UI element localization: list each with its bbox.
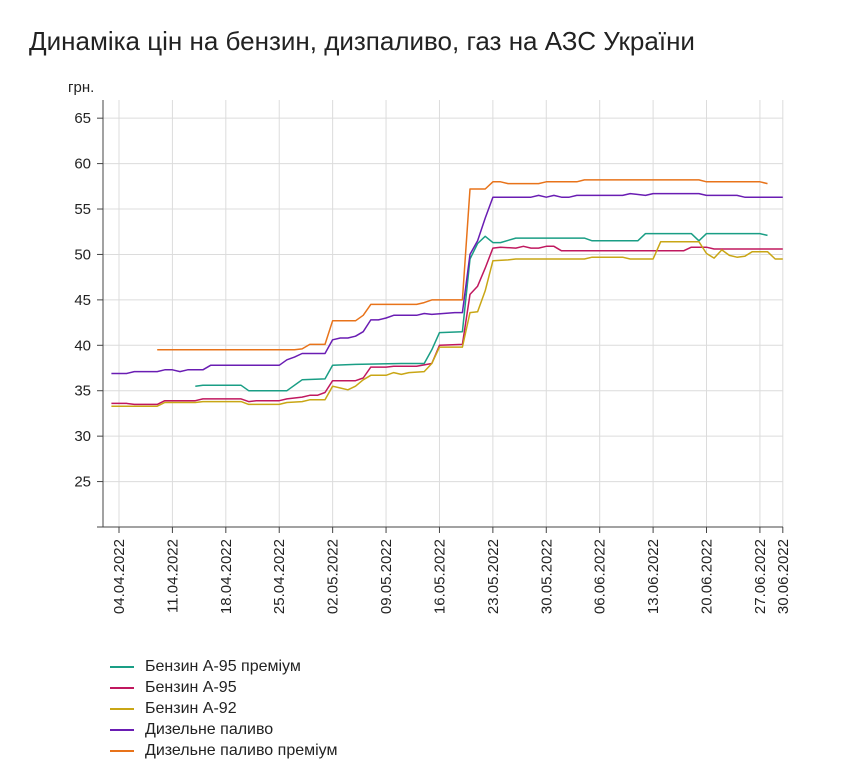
series-line-3 — [111, 240, 783, 407]
legend-swatch — [110, 686, 134, 689]
series-lines — [111, 179, 783, 407]
series-line-4 — [111, 192, 783, 375]
grid-lines — [103, 100, 784, 527]
legend-swatch — [110, 749, 134, 752]
legend-label: Бензин А-92 — [145, 699, 237, 717]
x-tick-label: 30.05.2022 — [538, 539, 555, 614]
y-tick-label: 25 — [74, 474, 91, 491]
legend-swatch — [110, 665, 134, 668]
y-tick-label: 50 — [74, 246, 91, 263]
x-tick-label: 18.04.2022 — [218, 539, 235, 614]
y-tick-label: 65 — [74, 110, 91, 127]
y-axis-ticks: 25 30 35 40 45 50 55 60 65 — [74, 110, 103, 491]
series-line-2 — [111, 245, 783, 406]
legend-swatch — [110, 728, 134, 731]
legend-swatch — [110, 707, 134, 710]
axes — [97, 100, 783, 528]
x-tick-label: 23.05.2022 — [485, 539, 502, 614]
legend: Бензин А-95 преміум Бензин А-95 Бензин А-9… — [110, 656, 337, 761]
x-tick-label: 13.06.2022 — [645, 539, 662, 614]
x-tick-label: 11.04.2022 — [164, 539, 181, 613]
y-tick-label: 45 — [74, 292, 91, 309]
legend-item: Бензин А-95 — [110, 677, 337, 698]
x-tick-label: 02.05.2022 — [325, 539, 342, 614]
y-tick-label: 30 — [74, 428, 91, 445]
x-tick-label: 27.06.2022 — [752, 539, 769, 614]
legend-item: Бензин А-92 — [110, 698, 337, 719]
legend-label: Дизельне паливо преміум — [145, 741, 338, 759]
legend-item: Дизельне паливо — [110, 719, 337, 740]
x-tick-label: 20.06.2022 — [699, 539, 716, 614]
x-tick-label: 25.04.2022 — [271, 539, 288, 614]
y-tick-label: 55 — [74, 201, 91, 218]
series-line-1 — [195, 232, 768, 392]
legend-label: Бензин А-95 преміум — [145, 657, 301, 675]
x-axis-ticks: 04.04.2022 11.04.2022 18.04.2022 25.04.2022… — [111, 527, 792, 614]
x-tick-label: 30.06.2022 — [775, 539, 792, 614]
y-tick-label: 40 — [74, 337, 91, 354]
legend-item: Бензин А-95 преміум — [110, 656, 337, 677]
x-tick-label: 04.04.2022 — [111, 539, 128, 614]
x-tick-label: 16.05.2022 — [431, 539, 448, 614]
legend-label: Бензин А-95 — [145, 678, 237, 696]
legend-item: Дизельне паливо преміум — [110, 740, 337, 761]
legend-label: Дизельне паливо — [145, 720, 274, 738]
chart-title: Динаміка цін на бензин, дизпаливо, газ н… — [29, 26, 695, 56]
y-tick-label: 60 — [74, 156, 91, 173]
series-line-5 — [157, 179, 768, 351]
y-axis-unit-label: грн. — [68, 79, 94, 96]
x-tick-label: 09.05.2022 — [378, 539, 395, 614]
y-tick-label: 35 — [74, 383, 91, 400]
x-tick-label: 06.06.2022 — [592, 539, 609, 614]
